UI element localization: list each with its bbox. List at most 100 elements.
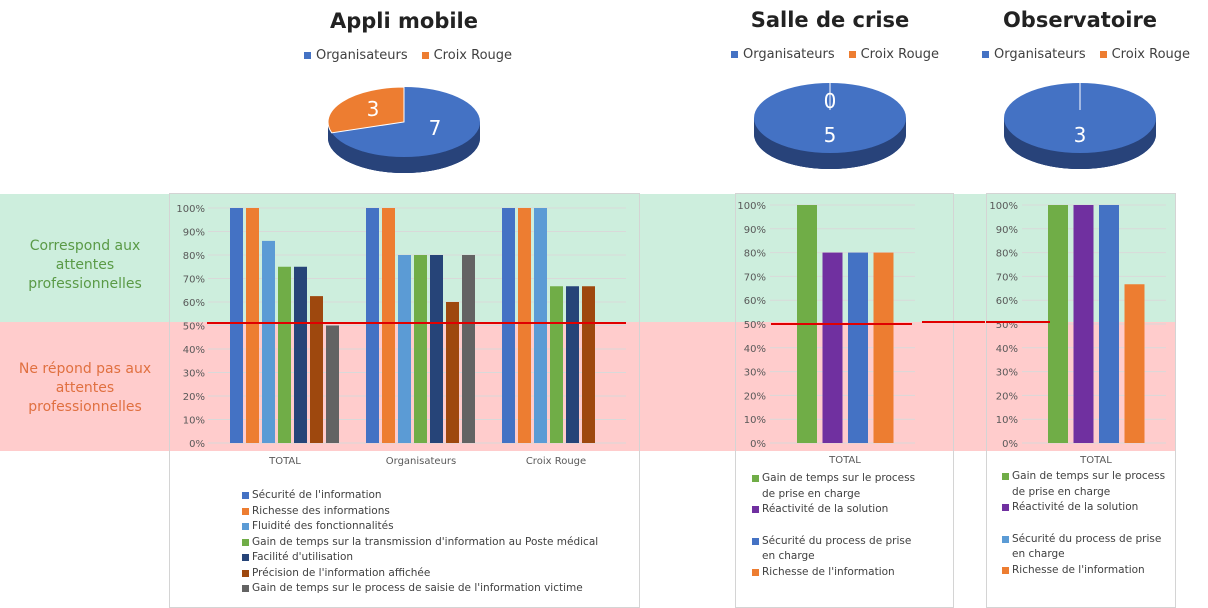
legend-swatch xyxy=(1002,504,1009,511)
bar xyxy=(446,302,459,443)
bar xyxy=(822,252,843,443)
bar xyxy=(873,252,894,443)
bar xyxy=(550,286,563,443)
pie-legend-item: Croix Rouge xyxy=(421,48,513,63)
legend-label: Organisateurs xyxy=(316,48,408,63)
pie-label: 3 xyxy=(367,97,380,121)
legend-label: Gain de temps sur le process de prise en… xyxy=(1012,470,1166,498)
legend-label: Croix Rouge xyxy=(1111,47,1191,62)
y-tick-label: 100% xyxy=(989,201,1018,212)
zone-top-label: Correspond aux attentes professionnelles xyxy=(28,238,142,292)
legend-swatch xyxy=(242,569,249,577)
pie-title: Salle de crise xyxy=(750,8,910,32)
y-tick-label: 50% xyxy=(183,322,205,333)
bar xyxy=(502,208,515,443)
y-tick-label: 30% xyxy=(183,369,205,380)
y-tick-label: 50% xyxy=(744,320,766,331)
y-tick-label: 20% xyxy=(996,391,1018,402)
y-tick-label: 100% xyxy=(176,204,205,215)
pie-slice xyxy=(754,83,906,153)
y-tick-label: 80% xyxy=(744,249,766,260)
legend-label: Richesse de l'information xyxy=(1012,563,1145,576)
y-tick-label: 100% xyxy=(737,201,766,212)
bar xyxy=(1073,205,1094,443)
y-tick-label: 80% xyxy=(183,251,205,262)
bar xyxy=(366,208,379,443)
legend-swatch xyxy=(731,50,738,58)
legend-label: Organisateurs xyxy=(743,47,835,62)
pie-side-front xyxy=(754,118,906,169)
y-tick-label: 40% xyxy=(183,345,205,356)
legend-swatch xyxy=(421,51,429,59)
bar xyxy=(1048,205,1068,443)
legend-label: Organisateurs xyxy=(994,47,1086,62)
y-tick-label: 70% xyxy=(183,275,205,286)
legend-swatch xyxy=(242,507,249,515)
pie-legend-item: Croix Rouge xyxy=(848,47,939,62)
legend-item: Précision de l'information affichée xyxy=(242,566,622,582)
bar-legend: Gain de temps sur le process de prise en… xyxy=(1002,469,1167,578)
y-tick-label: 30% xyxy=(996,368,1018,379)
pie-title: Appli mobile xyxy=(329,9,478,33)
legend-label: Richesse de l'information xyxy=(762,565,895,578)
legend-label: Précision de l'information affichée xyxy=(252,566,431,579)
bar xyxy=(518,208,531,443)
legend-swatch xyxy=(1099,50,1107,58)
bar xyxy=(230,208,243,443)
bar xyxy=(1124,284,1145,443)
legend-label: Réactivité de la solution xyxy=(1012,501,1139,513)
legend-label: Facilité d'utilisation xyxy=(252,551,354,563)
y-tick-label: 30% xyxy=(744,368,766,379)
legend-item: Gain de temps sur le process de prise en… xyxy=(1002,469,1167,500)
legend-item: Gain de temps sur la transmission d'info… xyxy=(242,535,622,551)
legend-label: Sécurité de l'information xyxy=(252,489,382,501)
bar xyxy=(294,266,307,443)
x-tick-label: Organisateurs xyxy=(386,456,456,467)
legend-swatch xyxy=(752,568,759,576)
y-tick-label: 10% xyxy=(744,415,766,426)
y-tick-label: 20% xyxy=(744,391,766,402)
y-tick-label: 70% xyxy=(996,272,1018,283)
y-tick-label: 90% xyxy=(183,228,205,239)
y-tick-label: 90% xyxy=(744,225,766,236)
legend-swatch xyxy=(242,523,249,530)
legend-item: Sécurité du process de prise en charge xyxy=(752,534,927,565)
y-tick-label: 0% xyxy=(1002,439,1018,450)
y-tick-label: 90% xyxy=(996,225,1018,236)
legend-label: Sécurité du process de prise en charge xyxy=(762,534,912,563)
legend-swatch xyxy=(242,492,249,499)
legend-swatch xyxy=(304,51,311,59)
y-tick-label: 0% xyxy=(750,439,766,450)
y-tick-label: 0% xyxy=(189,439,205,450)
legend-label: Richesse des informations xyxy=(252,504,390,517)
bar xyxy=(566,286,579,443)
legend-item: Richesse de l'information xyxy=(752,565,927,581)
legend-label: Gain de temps sur le process de saisie d… xyxy=(252,582,583,594)
legend-item: Richesse de l'information xyxy=(1002,563,1167,579)
legend-swatch xyxy=(1002,535,1009,543)
bar xyxy=(414,255,427,443)
y-tick-label: 70% xyxy=(744,272,766,283)
bar xyxy=(278,266,291,443)
legend-item: Gain de temps sur le process de saisie d… xyxy=(242,581,622,597)
legend-label: Réactivité de la solution xyxy=(762,503,889,515)
y-tick-label: 20% xyxy=(183,392,205,403)
bar xyxy=(326,325,339,443)
legend-item: Sécurité de l'information xyxy=(242,488,622,504)
y-tick-label: 60% xyxy=(996,296,1018,307)
legend-label: Croix Rouge xyxy=(433,48,513,63)
legend-item: Réactivité de la solution xyxy=(1002,500,1167,516)
legend-label: Sécurité du process de prise en charge xyxy=(1012,532,1162,561)
pie-label: 7 xyxy=(429,116,442,140)
pie-label: 5 xyxy=(824,123,837,147)
bar-legend: Sécurité de l'information Richesse des in… xyxy=(242,488,622,597)
legend-item: Fluidité des fonctionnalités xyxy=(242,519,622,535)
bar xyxy=(398,255,411,443)
legend-swatch xyxy=(1002,473,1009,480)
pie-label: 3 xyxy=(1074,123,1087,147)
y-tick-label: 10% xyxy=(183,416,205,427)
legend-swatch xyxy=(242,538,249,546)
y-tick-label: 60% xyxy=(183,298,205,309)
bar xyxy=(430,255,443,443)
legend-swatch xyxy=(848,50,856,58)
